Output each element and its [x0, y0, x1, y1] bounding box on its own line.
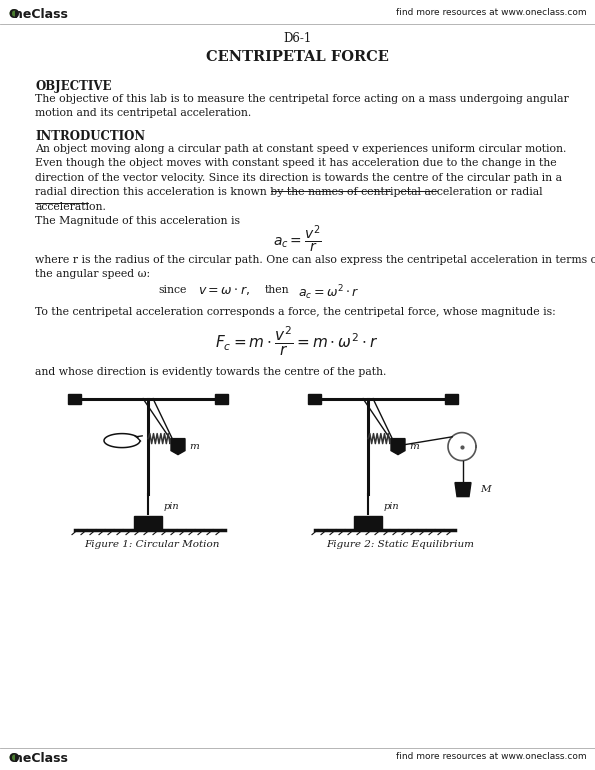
Bar — [445, 393, 458, 403]
Text: and whose direction is evidently towards the centre of the path.: and whose direction is evidently towards… — [35, 367, 386, 377]
Text: O: O — [8, 752, 18, 765]
Text: $a_c = \omega^2 \cdot r$: $a_c = \omega^2 \cdot r$ — [298, 283, 360, 303]
Bar — [68, 393, 81, 403]
Text: since: since — [158, 285, 186, 295]
Text: The objective of this lab is to measure the centripetal force acting on a mass u: The objective of this lab is to measure … — [35, 94, 569, 119]
Text: pin: pin — [384, 501, 400, 511]
Text: OBJECTIVE: OBJECTIVE — [35, 80, 111, 93]
Text: where r is the radius of the circular path. One can also express the centripetal: where r is the radius of the circular pa… — [35, 255, 595, 279]
Text: CENTRIPETAL FORCE: CENTRIPETAL FORCE — [205, 50, 389, 64]
Text: find more resources at www.oneclass.com: find more resources at www.oneclass.com — [396, 752, 587, 761]
Polygon shape — [171, 439, 185, 454]
Text: INTRODUCTION: INTRODUCTION — [35, 130, 145, 143]
Text: Figure 2: Static Equilibrium: Figure 2: Static Equilibrium — [326, 540, 474, 548]
Text: then: then — [265, 285, 290, 295]
Text: ●: ● — [8, 8, 17, 18]
Text: To the centripetal acceleration corresponds a force, the centripetal force, whos: To the centripetal acceleration correspo… — [35, 306, 556, 316]
Text: neClass: neClass — [14, 752, 68, 765]
Polygon shape — [455, 483, 471, 497]
Text: neClass: neClass — [14, 8, 68, 21]
Text: An object moving along a circular path at constant speed v experiences uniform c: An object moving along a circular path a… — [35, 144, 566, 226]
Text: $F_c = m \cdot \dfrac{v^2}{r} = m \cdot \omega^2 \cdot r$: $F_c = m \cdot \dfrac{v^2}{r} = m \cdot … — [215, 325, 378, 358]
Text: m: m — [409, 442, 419, 451]
Bar — [134, 516, 162, 530]
Bar — [215, 393, 228, 403]
Bar — [354, 516, 382, 530]
Text: Figure 1: Circular Motion: Figure 1: Circular Motion — [84, 540, 220, 548]
Bar — [308, 393, 321, 403]
Text: M: M — [480, 485, 491, 494]
Text: ●: ● — [8, 752, 17, 762]
Text: D6-1: D6-1 — [283, 32, 311, 45]
Text: m: m — [189, 442, 199, 451]
Text: find more resources at www.oneclass.com: find more resources at www.oneclass.com — [396, 8, 587, 17]
Text: $v = \omega \cdot r,$: $v = \omega \cdot r,$ — [198, 283, 250, 296]
Text: pin: pin — [164, 501, 180, 511]
Polygon shape — [391, 439, 405, 454]
Text: $a_c = \dfrac{v^2}{r}$: $a_c = \dfrac{v^2}{r}$ — [273, 223, 321, 255]
Text: O: O — [8, 8, 18, 21]
